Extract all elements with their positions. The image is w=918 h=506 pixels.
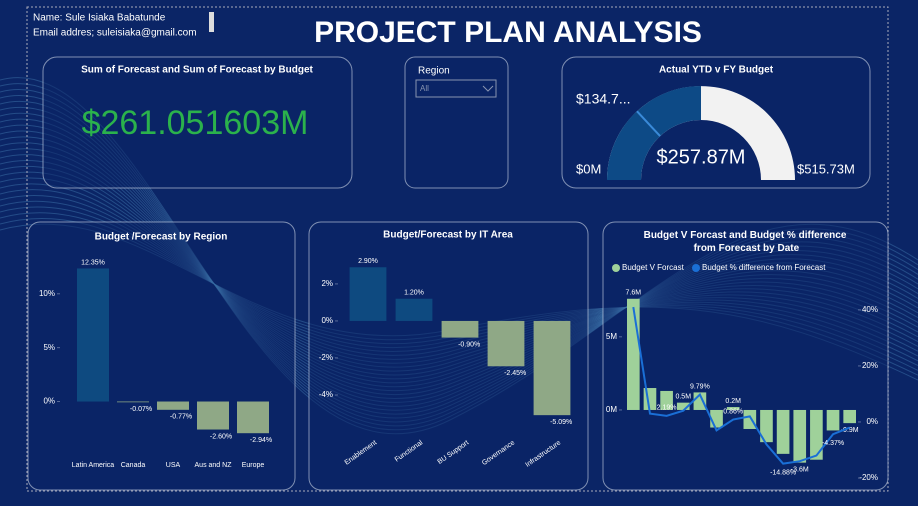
slicer-label: Region (418, 66, 450, 77)
line-label: 0.86% (723, 408, 743, 415)
y2-tick-label: -20% (859, 473, 878, 482)
y-tick-label: 2% (321, 279, 333, 288)
y-tick-label: 5% (43, 343, 55, 352)
x-tick-label: Europe (242, 462, 265, 469)
bar (826, 409, 840, 431)
x-tick-label: USA (166, 462, 181, 469)
y2-tick-label: 0% (866, 417, 878, 426)
page-frame (26, 6, 889, 492)
y2-tick-label: 40% (862, 305, 878, 314)
bar (77, 268, 109, 402)
gauge-tick-label: $0M (576, 161, 601, 176)
author-name: Name: Sule Isiaka Babatunde (33, 13, 166, 24)
legend-marker (612, 264, 620, 272)
x-tick-label: Canada (121, 462, 146, 469)
bar (760, 409, 773, 443)
data-label: 0.5M (675, 393, 691, 400)
data-label: -0.90% (458, 341, 480, 348)
data-label: -5.09% (550, 419, 572, 426)
y2-tick-label: 20% (862, 361, 878, 370)
slicer-dropdown[interactable] (415, 79, 497, 98)
gauge-tick-label: $515.73M (797, 161, 855, 176)
data-label: -0.9M (841, 427, 859, 434)
y-tick-label: 0% (43, 397, 55, 406)
slicer-card[interactable] (404, 56, 509, 189)
bar (626, 298, 640, 410)
chart-title: Budget/Forecast by IT Area (383, 230, 513, 241)
data-label: 7.6M (626, 290, 642, 297)
bar (157, 401, 189, 410)
bar (441, 320, 479, 338)
bar (810, 409, 823, 460)
line-label: 2.19% (657, 405, 677, 412)
x-tick-label: Latin America (72, 462, 115, 469)
legend-label: Budget V Forcast (622, 263, 685, 272)
data-label: 1.20% (404, 290, 424, 297)
dropdown-arrow (482, 85, 494, 92)
legend-marker (692, 264, 700, 272)
bar (237, 401, 269, 434)
y-tick-label: 0M (606, 405, 617, 414)
kpi-value: $261.051603M (82, 104, 309, 142)
data-label: -0.77% (170, 414, 192, 421)
charts: Actual YTD v FY Budget $134.7... $257.87M $… (39, 65, 878, 482)
bar (743, 409, 757, 429)
kpi-title: Sum of Forecast and Sum of Forecast by B… (81, 65, 313, 76)
y-tick-label: 10% (39, 289, 55, 298)
line-series (632, 306, 851, 465)
bar (197, 401, 229, 430)
data-label: -3.6M (791, 466, 809, 473)
legend-label: Budget % difference from Forecast (702, 263, 826, 272)
y-tick-label: 0% (321, 316, 333, 325)
gauge-title: Actual YTD v FY Budget (659, 65, 774, 76)
page-title: PROJECT PLAN ANALYSIS (314, 16, 702, 49)
bar (533, 320, 571, 416)
bar (676, 402, 690, 410)
data-label: 0.2M (725, 398, 741, 405)
y-tick-label: -2% (319, 353, 333, 362)
gauge-value (607, 86, 702, 180)
bar (793, 409, 807, 463)
line-label: -4.37% (822, 440, 844, 447)
data-label: -2.60% (210, 433, 232, 440)
bar (776, 409, 790, 454)
cursor-bar (209, 12, 214, 32)
data-label: -0.07% (130, 406, 152, 413)
chart-title: Budget /Forecast by Region (95, 232, 228, 243)
region-card (27, 221, 296, 491)
gauge-value-label: $257.87M (657, 146, 746, 168)
bar (487, 320, 525, 367)
data-label: -2.45% (504, 370, 526, 377)
line-label: 9.79% (690, 383, 710, 390)
kpi-card (42, 56, 353, 189)
bar (660, 390, 673, 410)
line-label: -14.88% (770, 469, 796, 476)
data-label: -2.94% (250, 437, 272, 444)
bar (349, 267, 387, 321)
bar (726, 407, 740, 410)
bar (395, 298, 433, 321)
y-tick-label: 5M (606, 332, 617, 341)
chart-title: Budget V Forcast and Budget % difference… (644, 230, 847, 254)
gauge-target (636, 110, 661, 137)
x-tick-label: Aus and NZ (195, 462, 233, 469)
data-label: 12.35% (81, 259, 105, 266)
y-tick-label: -4% (319, 390, 333, 399)
gauge-target-label: $134.7... (576, 91, 631, 107)
bar (117, 401, 149, 403)
slicer-selected: All (420, 84, 429, 93)
bar (843, 409, 857, 424)
author-email: Email addres; suleisiaka@gmail.com (33, 28, 197, 39)
data-label: 2.90% (358, 258, 378, 265)
